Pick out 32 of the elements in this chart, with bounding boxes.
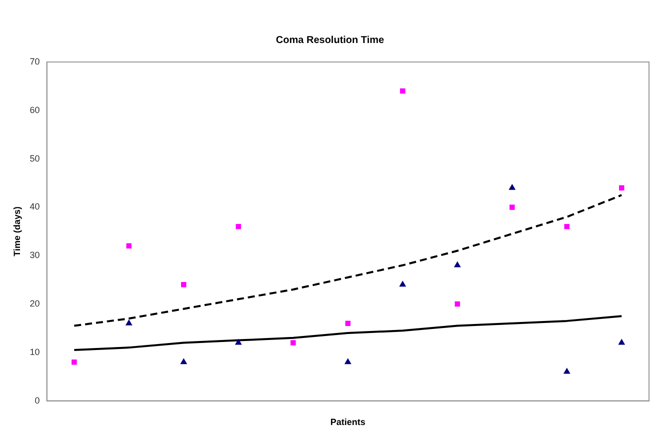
y-tick-label: 70 [30, 56, 40, 66]
y-tick-label: 30 [30, 250, 40, 260]
point [454, 301, 460, 307]
point [180, 358, 187, 364]
point [344, 358, 352, 364]
y-tick-label: 40 [30, 202, 40, 212]
point [618, 339, 625, 345]
chart-title: Coma Resolution Time [276, 34, 385, 46]
point [236, 224, 242, 230]
point [564, 224, 570, 230]
point [72, 359, 77, 365]
point [126, 243, 132, 249]
y-tick-label: 0 [34, 395, 40, 406]
point [400, 281, 406, 287]
y-tick-label: 50 [30, 153, 40, 164]
point [619, 185, 624, 190]
point [564, 368, 570, 374]
point [345, 320, 351, 326]
point [181, 282, 186, 288]
y-tick-label: 10 [30, 346, 40, 357]
x-axis-title: Patients [330, 417, 366, 428]
line-series [73, 194, 623, 327]
point [510, 204, 515, 210]
y-tick-label: 60 [30, 104, 40, 115]
point [126, 320, 132, 326]
point [290, 340, 296, 346]
point [235, 339, 242, 345]
y-tick-label: 20 [30, 298, 40, 308]
point [400, 88, 406, 94]
point [509, 184, 516, 190]
point [454, 262, 460, 268]
y-axis-title: Time (days) [12, 206, 22, 256]
